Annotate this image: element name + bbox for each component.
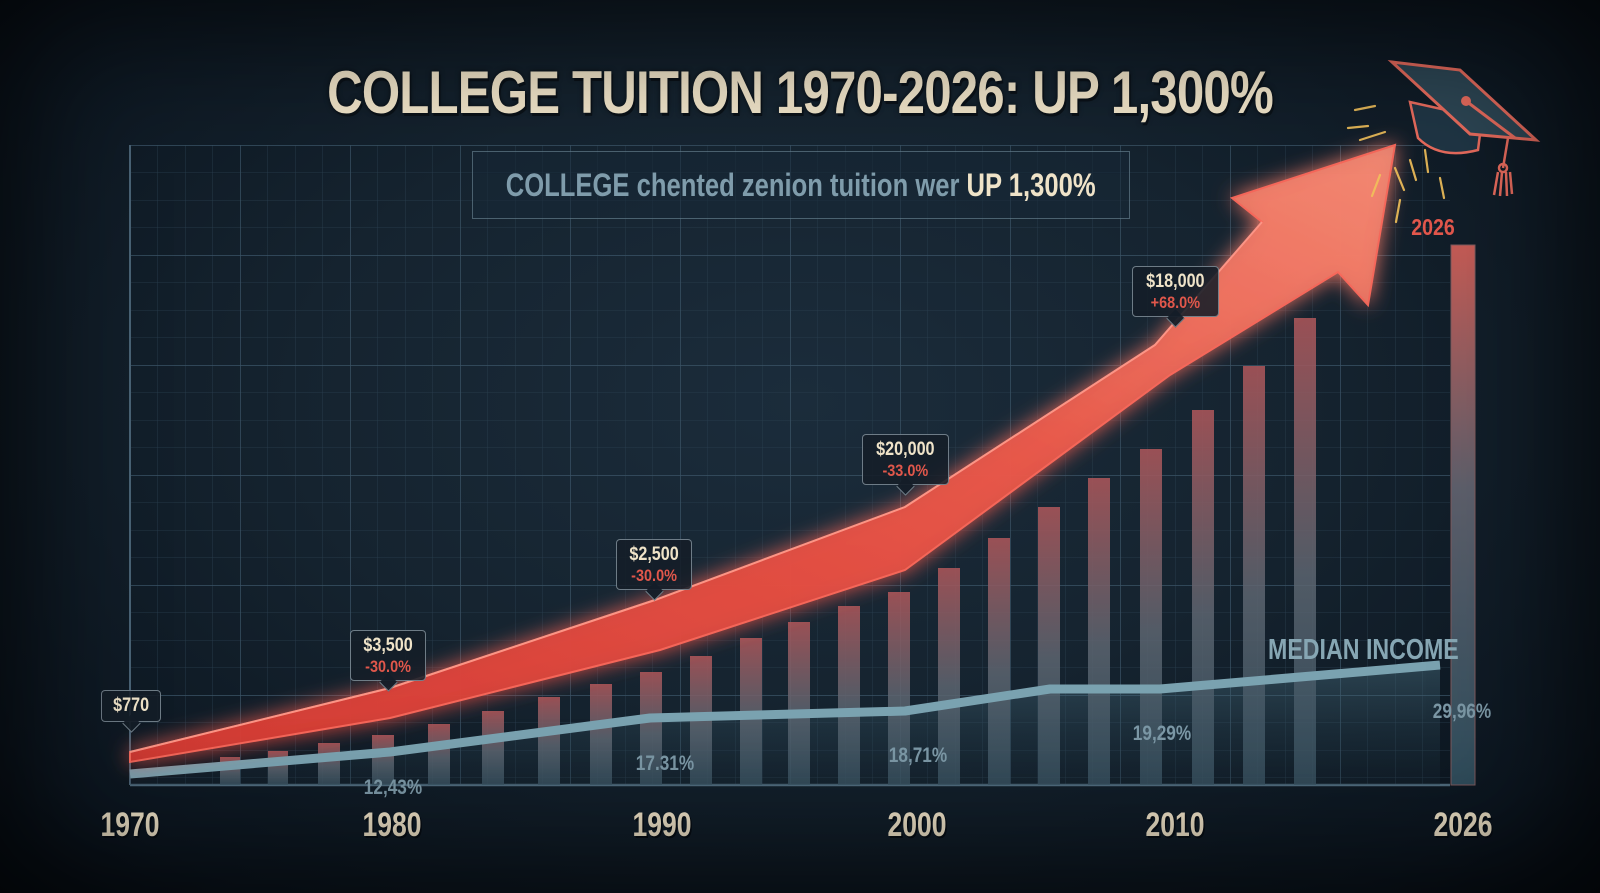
chart-subtitle: COLLEGE chented zenion tuition wer UP 1,… [506, 167, 1096, 204]
x-tick-1990: 1990 [632, 806, 692, 844]
x-tick-2000: 2000 [887, 806, 947, 844]
income-pct-2000: 18,71% [888, 744, 948, 767]
bar-2026 [1450, 244, 1476, 786]
callout-change: +68.0% [1150, 292, 1201, 312]
income-pct-1980: 12,43% [363, 776, 423, 799]
income-pct-1990: 17.31% [635, 752, 695, 775]
callout-change: -30.0% [631, 565, 677, 585]
callout-change: -33.0% [882, 460, 929, 480]
income-pct-2026: 29,96% [1432, 700, 1492, 723]
subtitle-box: COLLEGE chented zenion tuition wer UP 1,… [472, 151, 1130, 219]
callout-2010: $18,000 +68.0% [1132, 266, 1219, 318]
callout-price: $2,500 [629, 544, 679, 565]
callout-price: $18,000 [1146, 271, 1205, 292]
median-income-label: MEDIAN INCOME [1268, 634, 1459, 666]
income-pct-2010: 19,29% [1132, 722, 1192, 745]
callout-1990: $2,500 -30.0% [616, 539, 693, 591]
highlight-year-label: 2026 [1411, 214, 1455, 240]
x-tick-2026: 2026 [1433, 806, 1493, 844]
subtitle-highlight: UP 1,300% [966, 166, 1096, 203]
subtitle-prefix: COLLEGE chented zenion tuition wer [506, 166, 960, 203]
sparks-icon [1346, 104, 1446, 224]
x-tick-1970: 1970 [100, 806, 160, 844]
graduation-cap-icon [1387, 59, 1541, 197]
callout-1970: $770 [101, 690, 162, 722]
callout-price: $20,000 [876, 439, 935, 460]
chart-title: COLLEGE TUITION 1970-2026: UP 1,300% [327, 59, 1274, 126]
callout-change: -30.0% [365, 656, 411, 676]
median-income-line [129, 660, 1441, 779]
callout-price: $3,500 [363, 635, 413, 656]
x-tick-2010: 2010 [1145, 806, 1205, 844]
callout-2000: $20,000 -33.0% [862, 434, 949, 486]
callout-1980: $3,500 -30.0% [350, 630, 427, 682]
callout-price: $770 [113, 695, 150, 716]
x-tick-1980: 1980 [362, 806, 422, 844]
